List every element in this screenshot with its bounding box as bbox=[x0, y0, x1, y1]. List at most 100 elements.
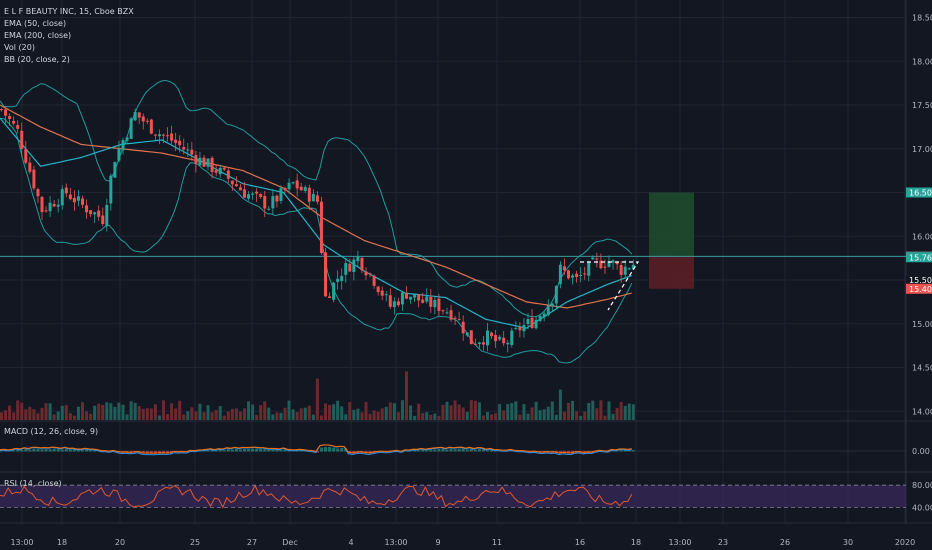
candle bbox=[12, 116, 16, 126]
macd-histogram-bar bbox=[267, 449, 271, 452]
volume-bar bbox=[271, 414, 275, 420]
candle bbox=[89, 210, 93, 218]
candle bbox=[202, 154, 206, 167]
candle bbox=[153, 134, 157, 141]
candle bbox=[186, 142, 190, 157]
candle-body bbox=[202, 157, 206, 167]
candle bbox=[206, 158, 210, 171]
rsi-line bbox=[0, 484, 633, 509]
candle-body bbox=[16, 125, 20, 129]
candle bbox=[324, 247, 327, 298]
x-tick-label: 25 bbox=[190, 538, 200, 547]
rsi-upper-label: 80.00 bbox=[912, 481, 932, 490]
macd-histogram-bar bbox=[68, 449, 72, 452]
candle bbox=[20, 122, 24, 158]
x-tick-label: 23 bbox=[718, 538, 728, 547]
macd-histogram-bar bbox=[619, 450, 623, 452]
volume-bar bbox=[433, 413, 437, 420]
legend-ema200[interactable]: EMA (200, close) bbox=[4, 31, 72, 40]
candle-body bbox=[368, 273, 372, 275]
macd-histogram-bar bbox=[469, 448, 473, 452]
price-label-text: 15.76 bbox=[909, 253, 932, 262]
volume-bar bbox=[587, 403, 591, 420]
candle-body bbox=[283, 187, 287, 191]
volume-bar bbox=[60, 405, 64, 420]
legend-volume[interactable]: Vol (20) bbox=[4, 43, 35, 52]
legend-rsi[interactable]: RSI (14, close) bbox=[4, 479, 62, 488]
price-label-bg bbox=[906, 283, 932, 294]
candle bbox=[182, 138, 186, 155]
macd-histogram-bar bbox=[449, 448, 453, 452]
candle-body bbox=[117, 148, 121, 161]
volume-bar bbox=[506, 404, 510, 420]
volume-bar bbox=[44, 403, 48, 420]
candle bbox=[453, 315, 457, 325]
candle-body bbox=[121, 140, 125, 151]
macd-histogram-bar bbox=[287, 450, 291, 452]
candle-body bbox=[190, 149, 194, 155]
volume-bar bbox=[190, 407, 194, 420]
candle bbox=[125, 135, 129, 144]
candle bbox=[226, 167, 230, 184]
legend-bollinger[interactable]: BB (20, close, 2) bbox=[4, 55, 70, 64]
candle-body bbox=[486, 330, 489, 346]
volume-bar bbox=[125, 414, 129, 420]
macd-histogram-bar bbox=[153, 451, 157, 454]
macd-histogram-bar bbox=[457, 448, 461, 452]
legend-macd[interactable]: MACD (12, 26, close, 9) bbox=[4, 427, 99, 436]
volume-bar bbox=[441, 404, 445, 420]
candle-body bbox=[40, 196, 44, 213]
volume-bar bbox=[490, 414, 494, 420]
volume-bar bbox=[336, 400, 340, 420]
candle bbox=[558, 261, 562, 289]
macd-histogram-bar bbox=[24, 449, 28, 452]
legend-ema50[interactable]: EMA (50, close) bbox=[4, 19, 67, 28]
candle bbox=[129, 116, 133, 139]
macd-histogram-bar bbox=[421, 449, 425, 452]
candle bbox=[494, 329, 498, 348]
candle-body bbox=[465, 332, 469, 336]
candle-body bbox=[449, 310, 453, 320]
candle-body bbox=[101, 215, 105, 224]
macd-histogram-bar bbox=[490, 449, 494, 452]
candle-body bbox=[392, 301, 396, 308]
candle-body bbox=[453, 317, 457, 319]
candle-body bbox=[631, 264, 635, 270]
candle bbox=[477, 341, 481, 349]
candle bbox=[530, 309, 534, 329]
volume-bar bbox=[8, 405, 12, 420]
candle-body bbox=[319, 201, 323, 253]
candle-body bbox=[20, 130, 24, 149]
macd-histogram-bar bbox=[20, 450, 24, 452]
macd-histogram-bar bbox=[429, 449, 433, 452]
volume-bar bbox=[279, 412, 283, 420]
volume-bar bbox=[481, 415, 485, 420]
volume-bar bbox=[461, 407, 465, 420]
volume-bar bbox=[530, 407, 534, 420]
candle-body bbox=[206, 158, 210, 167]
volume-bar bbox=[465, 411, 469, 420]
candle bbox=[218, 164, 222, 178]
candle-body bbox=[571, 275, 575, 278]
candle-body bbox=[534, 319, 538, 329]
volume-bar bbox=[117, 402, 121, 420]
candle-body bbox=[554, 285, 558, 304]
symbol-title[interactable]: E L F BEAUTY INC, 15, Cboe BZX bbox=[4, 7, 134, 16]
volume-bar bbox=[186, 411, 190, 420]
price-label-text: 16.50 bbox=[909, 189, 932, 198]
volume-bar bbox=[409, 405, 413, 420]
volume-bar bbox=[141, 408, 145, 420]
candle bbox=[307, 184, 311, 211]
candle-body bbox=[607, 261, 611, 267]
volume-bar bbox=[405, 371, 408, 420]
volume-bar bbox=[332, 404, 336, 420]
volume-bar bbox=[619, 401, 623, 420]
macd-histogram-bar bbox=[36, 448, 40, 452]
volume-bar bbox=[170, 403, 174, 420]
candle-body bbox=[490, 332, 494, 337]
candle-body bbox=[218, 167, 222, 175]
candle-body bbox=[36, 189, 40, 197]
volume-bar bbox=[52, 414, 56, 420]
candle bbox=[279, 185, 283, 204]
